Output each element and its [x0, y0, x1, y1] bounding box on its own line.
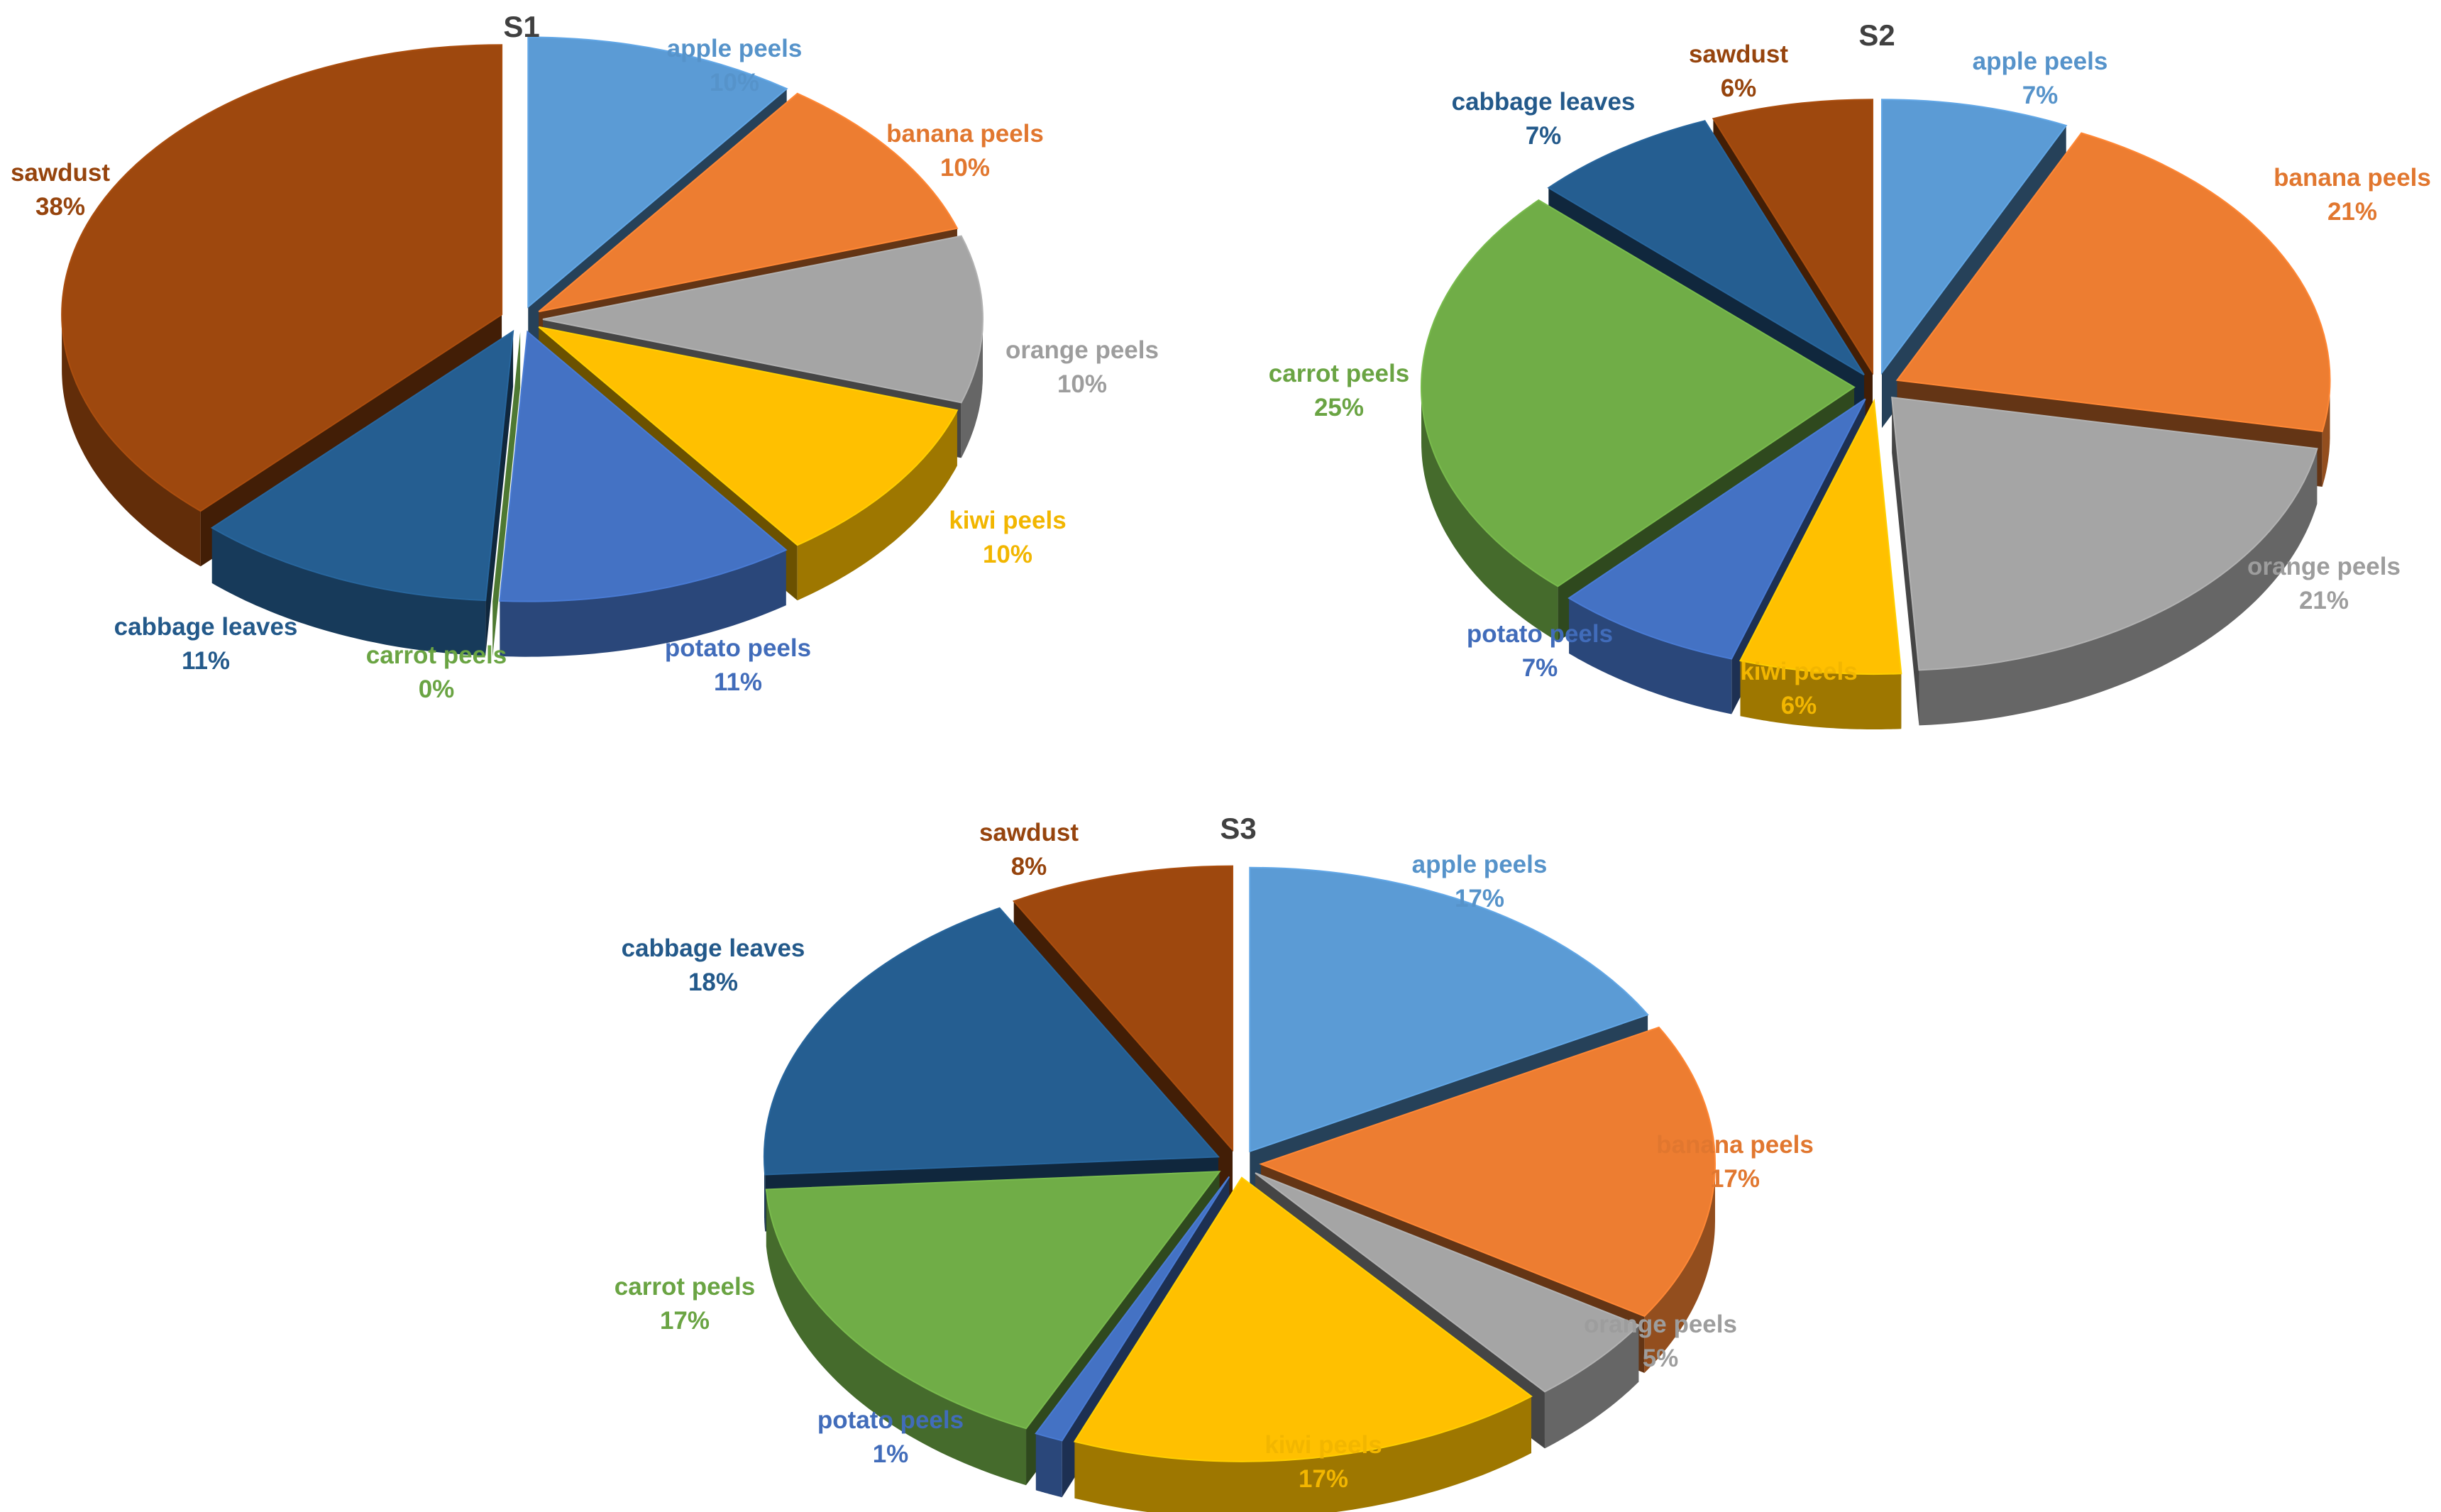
data-label-s1-banana-peels-name: banana peels — [886, 120, 1044, 148]
pie-slices-layer — [61, 36, 2331, 1512]
data-label-s2-potato-peels-name: potato peels — [1467, 620, 1613, 648]
data-label-s1-orange-peels-name: orange peels — [1005, 336, 1159, 364]
data-label-s3-cabbage-leaves-value: 18% — [688, 969, 738, 996]
pie-slice-s1-potato-peels-side — [500, 550, 786, 657]
data-label-s2-kiwi-peels-value: 6% — [1781, 692, 1817, 719]
data-label-s1-apple-peels-value: 10% — [710, 69, 759, 96]
pie-slice-s3-carrot-peels-side — [766, 1189, 1026, 1486]
pie-slice-s1-cabbage-leaves — [210, 329, 514, 602]
pie-slice-s2-sawdust — [1712, 99, 1873, 375]
pie-slice-s1-orange-peels — [542, 235, 983, 404]
pie-slice-s2-potato-peels-side — [1569, 598, 1732, 714]
data-label-s1-sawdust-name: sawdust — [11, 159, 110, 187]
data-label-s1-carrot-peels-value: 0% — [419, 675, 455, 703]
pie-slice-s3-kiwi-peels — [1073, 1176, 1533, 1462]
pie-slice-s1-orange-peels-side — [961, 319, 983, 458]
pie-chart-s3 — [763, 865, 1716, 1512]
pie-slice-s1-apple-peels — [527, 36, 788, 309]
pie-slice-s3-orange-peels — [1255, 1172, 1641, 1393]
data-label-s2-apple-peels-value: 7% — [2022, 82, 2059, 109]
pie-slice-s1-sawdust-side — [62, 314, 201, 567]
pie-slice-s1-sawdust — [61, 44, 503, 512]
data-label-s3-sawdust-value: 8% — [1011, 853, 1047, 881]
pie-chart-s2 — [1421, 99, 2331, 729]
chart-title-s1: S1 — [503, 10, 539, 43]
pie-slice-s2-apple-peels — [1880, 99, 2068, 375]
data-label-s2-banana-peels-name: banana peels — [2274, 164, 2431, 192]
data-label-s3-cabbage-leaves-name: cabbage leaves — [622, 934, 805, 962]
pie-slice-s2-carrot-peels-side — [1421, 387, 1558, 642]
data-label-s2-kiwi-peels-name: kiwi peels — [1740, 658, 1857, 685]
pie-slice-s3-carrot-peels — [765, 1171, 1221, 1430]
pie-slice-s3-apple-peels — [1249, 866, 1649, 1153]
data-label-s3-kiwi-peels-name: kiwi peels — [1264, 1431, 1382, 1459]
pie-chart-s1 — [61, 36, 983, 657]
pie-slice-s3-potato-peels — [1035, 1176, 1230, 1442]
data-label-s1-apple-peels-name: apple peels — [667, 35, 803, 62]
pie-slice-s2-potato-peels — [1567, 398, 1866, 660]
data-label-s2-cabbage-leaves-name: cabbage leaves — [1452, 88, 1636, 116]
pie-slice-s2-kiwi-peels-side — [1740, 661, 1902, 729]
data-label-s2-apple-peels-name: apple peels — [1973, 48, 2108, 75]
pie-slice-s1-carrot-peels — [492, 332, 521, 657]
pie-slice-s1-potato-peels — [499, 330, 788, 602]
pie-slice-s3-banana-peels — [1259, 1026, 1716, 1318]
pie-slice-s1-cabbage-leaves-side — [211, 527, 486, 656]
data-label-s3-banana-peels-value: 17% — [1710, 1165, 1760, 1193]
data-label-s1-cabbage-leaves-value: 11% — [182, 647, 230, 675]
pie-slice-s2-carrot-peels — [1421, 199, 1856, 587]
pie-slice-s1-kiwi-peels — [538, 326, 959, 546]
pie-slice-s3-banana-peels-side — [1644, 1164, 1715, 1373]
data-label-s3-potato-peels-name: potato peels — [817, 1406, 964, 1434]
pie-slice-s1-banana-peels — [538, 92, 959, 313]
data-label-s3-carrot-peels-value: 17% — [660, 1307, 710, 1335]
data-label-s1-cabbage-leaves-name: cabbage leaves — [114, 613, 298, 641]
data-label-s3-orange-peels-name: orange peels — [1584, 1310, 1737, 1338]
pie-slice-s3-cabbage-leaves — [763, 907, 1220, 1176]
data-label-s2-orange-peels-value: 21% — [2299, 587, 2349, 614]
data-label-s1-potato-peels-value: 11% — [714, 668, 762, 696]
data-label-s2-carrot-peels-value: 25% — [1314, 394, 1364, 421]
pie-slice-s2-cabbage-leaves — [1547, 120, 1865, 376]
chart-title-s3: S3 — [1220, 812, 1256, 845]
pie-slice-s2-orange-peels — [1891, 397, 2318, 671]
pie-slice-s3-sawdust — [1012, 865, 1234, 1152]
pie-slice-s3-kiwi-peels-side — [1074, 1396, 1531, 1512]
data-label-s3-potato-peels-value: 1% — [873, 1440, 909, 1468]
pie-slice-s1-cabbage-leaves-cut — [485, 331, 514, 656]
data-label-s3-carrot-peels-name: carrot peels — [615, 1273, 755, 1301]
data-label-s1-orange-peels-value: 10% — [1057, 370, 1107, 398]
data-label-s3-apple-peels-value: 17% — [1455, 885, 1504, 912]
pie-slice-s3-potato-peels-side — [1035, 1433, 1062, 1498]
data-label-s3-orange-peels-value: 5% — [1643, 1345, 1679, 1372]
data-label-s2-orange-peels-name: orange peels — [2247, 553, 2401, 580]
data-label-s3-kiwi-peels-value: 17% — [1299, 1465, 1348, 1493]
data-label-s2-sawdust-value: 6% — [1721, 75, 1757, 102]
data-label-s1-potato-peels-name: potato peels — [665, 634, 811, 662]
data-label-s1-kiwi-peels-value: 10% — [983, 541, 1032, 568]
data-label-s2-banana-peels-value: 21% — [2327, 198, 2377, 226]
pie-slice-s2-orange-peels-side — [1919, 448, 2318, 726]
data-label-s1-sawdust-value: 38% — [35, 193, 85, 221]
data-label-s2-potato-peels-value: 7% — [1522, 654, 1558, 682]
pie-slice-s2-kiwi-peels — [1739, 398, 1902, 675]
data-labels-layer: apple peels 10% banana peels 10% orange peel… — [11, 35, 2431, 1493]
pie-slice-s3-cabbage-leaves-side — [764, 1157, 766, 1232]
chart-title-s2: S2 — [1858, 18, 1895, 52]
pie-slice-s2-banana-peels — [1895, 132, 2331, 433]
data-label-s3-banana-peels-name: banana peels — [1656, 1131, 1814, 1159]
data-label-s1-carrot-peels-name: carrot peels — [366, 641, 507, 669]
data-label-s3-apple-peels-name: apple peels — [1412, 851, 1548, 878]
data-label-s1-banana-peels-value: 10% — [940, 154, 990, 182]
data-label-s1-kiwi-peels-name: kiwi peels — [949, 507, 1066, 534]
data-label-s2-carrot-peels-name: carrot peels — [1269, 360, 1409, 387]
data-label-s3-sawdust-name: sawdust — [979, 819, 1079, 846]
pie-slice-s1-kiwi-peels-side — [797, 410, 957, 601]
pie-slice-s3-orange-peels-side — [1545, 1325, 1639, 1449]
pie-slice-s2-orange-peels-cut — [1892, 397, 1919, 726]
data-label-s2-sawdust-name: sawdust — [1689, 40, 1788, 68]
data-label-s2-cabbage-leaves-value: 7% — [1526, 122, 1562, 150]
